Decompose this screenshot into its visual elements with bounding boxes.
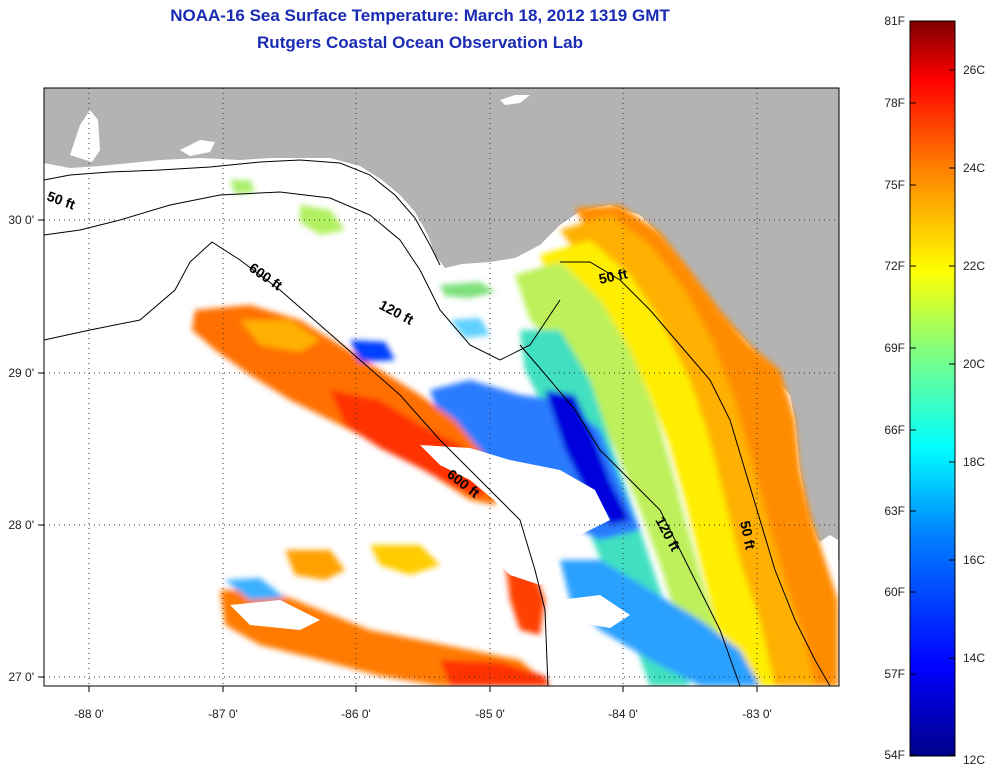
lat-tick-label: 30 0' — [8, 213, 34, 227]
lon-tick-label: -84 0' — [608, 707, 638, 721]
colorbar-f-label: 69F — [884, 341, 905, 355]
contour-120ft — [44, 191, 561, 361]
colorbar-c-label: 18C — [963, 455, 985, 469]
bathymetry-contours — [44, 159, 831, 686]
colorbar-f-label: 66F — [884, 423, 905, 437]
lon-tick-label: -86 0' — [341, 707, 371, 721]
bay-inlet — [70, 110, 100, 162]
contour-50ft-peninsula — [560, 261, 831, 686]
colorbar-c-label: 24C — [963, 161, 985, 175]
lake-inlet — [500, 95, 530, 105]
contour-50ft-north — [44, 159, 441, 266]
colorbar-f-label: 75F — [884, 178, 905, 192]
colorbar-c-label: 20C — [963, 357, 985, 371]
bay-inlet — [180, 140, 215, 156]
lon-tick-label: -88 0' — [74, 707, 104, 721]
lon-tick-label: -87 0' — [208, 707, 238, 721]
colorbar-f-label: 72F — [884, 259, 905, 273]
lon-tick-label: -85 0' — [475, 707, 505, 721]
colorbar-gradient — [909, 20, 956, 757]
axis-ticks — [38, 219, 758, 692]
contour-600ft — [44, 241, 549, 686]
map-subtitle: Rutgers Coastal Ocean Observation Lab — [257, 33, 583, 52]
colorbar-c-label: 22C — [963, 259, 985, 273]
lon-tick-label: -83 0' — [742, 707, 772, 721]
colorbar-f-label: 57F — [884, 667, 905, 681]
colorbar-c-label: 14C — [963, 651, 985, 665]
colorbar-f-label: 78F — [884, 96, 905, 110]
colorbar-f-label: 81F — [884, 14, 905, 28]
colorbar-c-label: 26C — [963, 63, 985, 77]
lat-tick-label: 29 0' — [8, 366, 34, 380]
colorbar-c-label: 16C — [963, 553, 985, 567]
colorbar-f-label: 63F — [884, 504, 905, 518]
bay-inlet — [815, 535, 838, 560]
colorbar-c-label: 12C — [963, 753, 985, 767]
contour-120ft-peninsula — [519, 344, 741, 686]
lat-tick-label: 27 0' — [8, 670, 34, 684]
contour-label: 50 ft — [597, 265, 629, 287]
lat-tick-label: 28 0' — [8, 518, 34, 532]
sst-field — [192, 180, 838, 686]
colorbar-f-label: 54F — [884, 748, 905, 762]
land-mass — [44, 88, 839, 560]
contour-label: 50 ft — [737, 519, 759, 551]
colorbar: 81F 78F 75F 72F 69F 66F 63F 60F 57F 54F … — [884, 14, 985, 767]
colorbar-f-label: 60F — [884, 585, 905, 599]
map-title: NOAA-16 Sea Surface Temperature: March 1… — [170, 6, 670, 25]
